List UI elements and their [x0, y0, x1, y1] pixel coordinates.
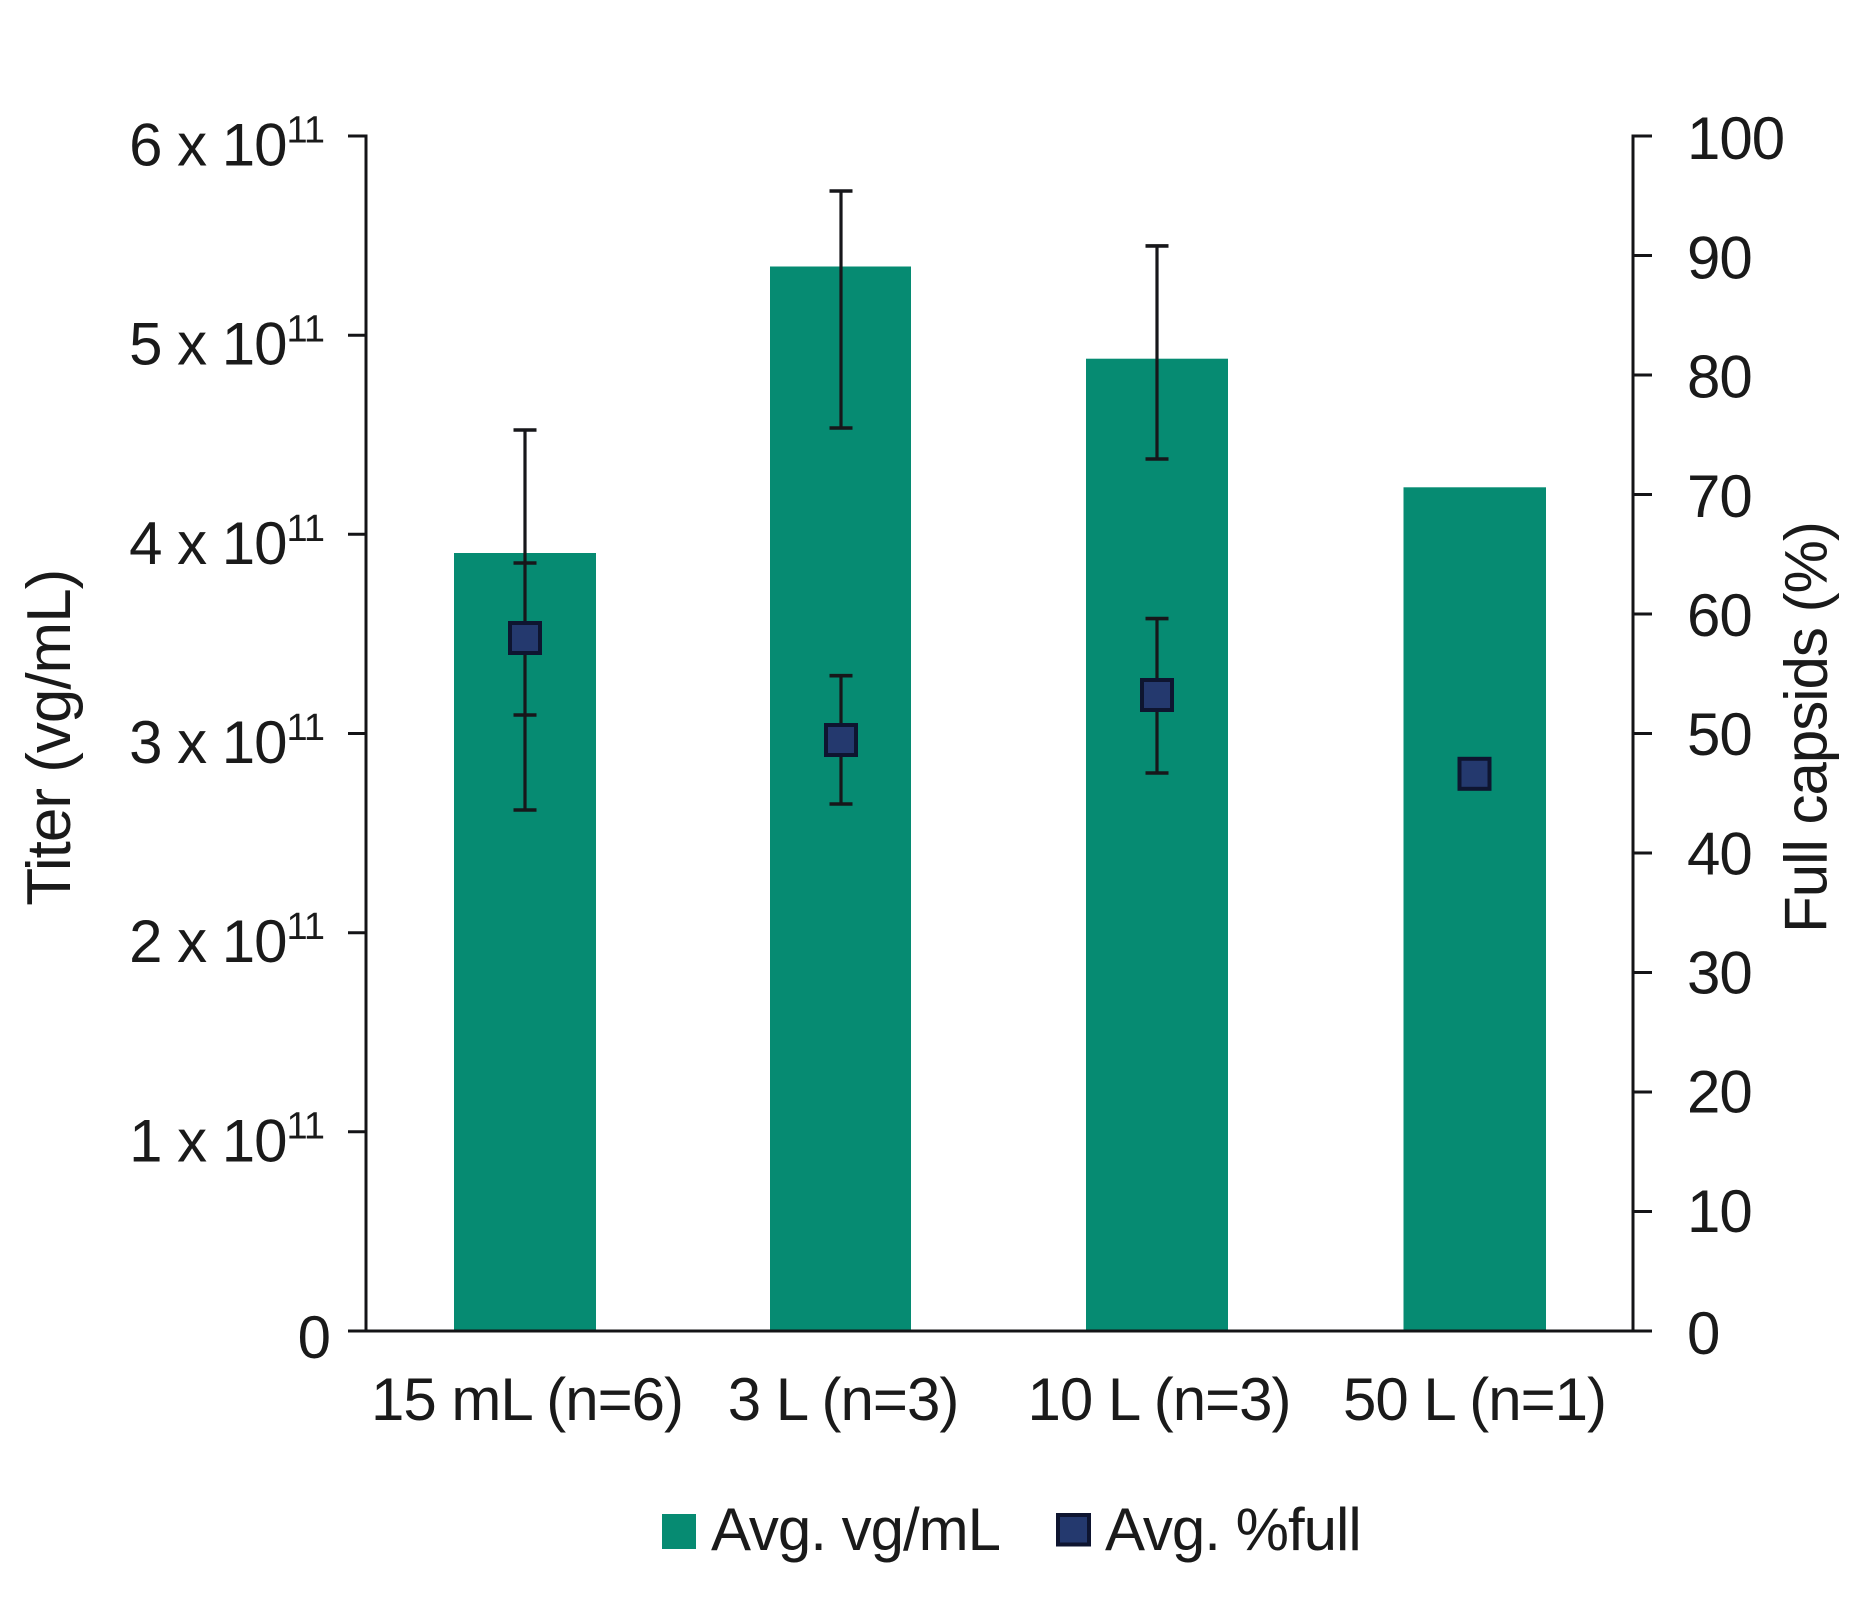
svg-text:Full capsids (%): Full capsids (%) [1773, 522, 1840, 933]
svg-text:0: 0 [1687, 1300, 1719, 1367]
svg-text:Titer (vg/mL): Titer (vg/mL) [15, 570, 84, 906]
svg-text:50: 50 [1687, 701, 1752, 768]
svg-text:50 L (n=1): 50 L (n=1) [1343, 1366, 1606, 1433]
svg-text:Avg. vg/mL: Avg. vg/mL [711, 1496, 1000, 1563]
svg-text:90: 90 [1687, 225, 1752, 292]
svg-text:40: 40 [1687, 820, 1752, 887]
svg-text:30: 30 [1687, 940, 1752, 1007]
svg-text:0: 0 [298, 1304, 330, 1371]
svg-text:80: 80 [1687, 344, 1752, 411]
svg-text:100: 100 [1687, 105, 1784, 172]
svg-text:3 L (n=3): 3 L (n=3) [728, 1366, 959, 1433]
svg-text:70: 70 [1687, 463, 1752, 530]
svg-text:10 L (n=3): 10 L (n=3) [1028, 1366, 1291, 1433]
svg-text:Avg. %full: Avg. %full [1105, 1496, 1361, 1563]
svg-text:15 mL (n=6): 15 mL (n=6) [371, 1366, 683, 1433]
svg-text:60: 60 [1687, 582, 1752, 649]
svg-text:10: 10 [1687, 1178, 1752, 1245]
svg-text:20: 20 [1687, 1059, 1752, 1126]
